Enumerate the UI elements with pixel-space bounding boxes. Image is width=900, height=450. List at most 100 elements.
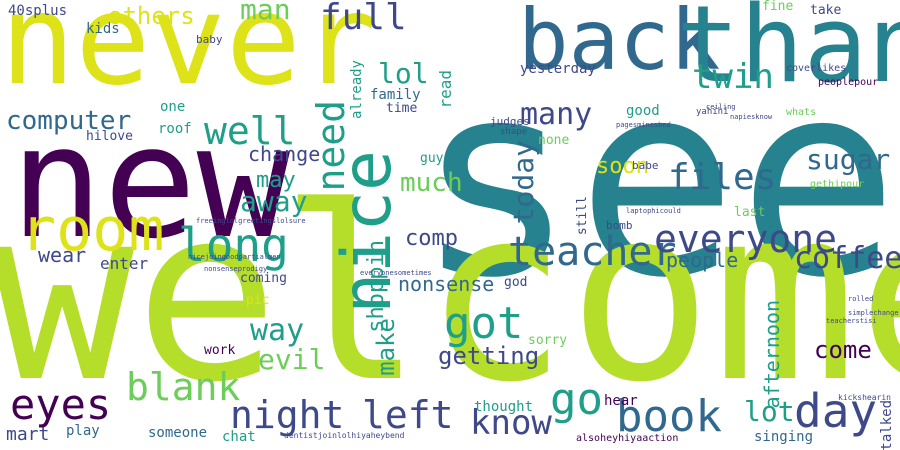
word-coverlikes: coverlikes [786,63,847,74]
word-roof: roof [158,121,192,137]
word-shoppin: shoppin [364,240,389,333]
word-pagesminesbed: pagesminesbed [616,121,671,129]
word-rolled: rolled [848,295,874,303]
word-work: work [204,343,236,358]
word-comp: comp [405,226,458,251]
word-away: away [240,185,308,218]
word-book: book [616,391,722,442]
word-nonsenseprodigy: nonsenseprodigy [204,265,268,273]
word-wear: wear [38,243,87,267]
word-twin: twin [692,57,774,97]
word-someone: someone [148,425,208,441]
word-chat: chat [222,429,256,445]
word-evil: evil [258,343,326,376]
word-afternoon: afternoon [760,300,784,409]
word-sugar: sugar [806,143,891,176]
word-thought: thought [474,399,534,415]
word-fine: fine [762,0,794,14]
word-play: play [66,423,100,439]
word-room: room [20,195,165,265]
word-none: none [538,133,570,148]
word-coming: coming [240,271,287,286]
word-kickshearin: kickshearin [838,393,891,402]
word-god: god [504,275,528,290]
word-already: already [349,60,365,120]
word-thank: thank [676,0,900,106]
word-nicejoin: nicejoingoodpartialmen [188,253,281,261]
word-laptophicould: laptophicould [626,207,681,215]
word-mart: mart [6,424,50,445]
word-read: read [436,70,455,109]
word-change: change [248,142,321,166]
word-today: today [507,140,540,225]
word-files: files [668,157,777,198]
word-judges: judges [490,115,530,128]
word-teacherstisi: teacherstisi [826,317,877,325]
word-may: may [256,168,296,193]
word-pic: pic [246,293,270,308]
word-go: go [550,374,603,425]
word-ceiling: ceiling [706,103,736,111]
word-coffee: coffee [794,241,900,276]
word-blank: blank [126,365,241,409]
word-simplechange: simplechange [848,309,899,317]
word-freeinglol: freeinglolgreetingslolsure [196,217,306,225]
word-40splus: 40splus [8,3,68,19]
word-babe: babe [632,159,659,172]
word-new: new [10,92,290,273]
word-talked: talked [879,400,895,450]
word-computer: computer [6,106,132,136]
word-getting: getting [438,342,540,370]
word-night: night [230,393,345,437]
word-know: know [470,403,552,443]
word-whats: whats [786,107,817,118]
word-good: good [626,103,660,119]
word-last: last [734,205,766,220]
word-teacher: teacher [508,229,677,275]
word-enter: enter [100,254,149,273]
word-hear: hear [604,393,638,409]
word-family: family [370,87,421,103]
word-guy: guy [420,151,444,166]
word-shape: shape [500,127,528,137]
word-sorry: sorry [528,333,568,348]
word-lot: lot [744,395,795,428]
word-everyonesometimes: everyonesometimes [360,269,432,277]
word-soon: soon [596,154,649,179]
word-day: day [794,384,878,438]
word-others: others [108,2,195,30]
word-welcome: welcome [0,155,900,435]
word-lol: lol [378,57,429,90]
word-long: long [178,218,289,272]
word-peoplepour: peoplepour [818,77,879,88]
word-nonsense: nonsense [398,272,495,296]
word-napiesknow: napiesknow [730,113,773,121]
word-full: full [320,0,407,38]
word-come: come [814,336,872,364]
word-man: man [240,0,291,26]
word-see: see [415,25,900,337]
word-alsoheyhiyaaction: alsoheyhiyaaction [576,433,679,444]
word-well: well [204,109,296,153]
word-take: take [810,3,842,18]
word-yahihi: yahihi [696,107,729,117]
word-much: much [400,168,463,198]
word-still: still [575,196,590,236]
word-bomb: bomb [606,219,633,232]
word-way: way [250,313,305,348]
word-baby: baby [196,33,223,46]
word-got: got [444,298,524,349]
word-back: back [518,0,721,89]
word-left: left [362,393,454,437]
word-many: many [520,97,593,132]
word-kids: kids [86,21,120,37]
word-never: never [0,0,377,113]
word-people: people [666,248,739,272]
word-everyone: everyone [654,217,838,261]
word-gethipour: gethipour [810,179,865,190]
word-time: time [386,101,418,116]
word-dentist: dentistjoinlolhiyaheybend [284,431,405,440]
word-yesterday: yesterday [520,61,596,77]
word-hilove: hilove [86,129,133,144]
